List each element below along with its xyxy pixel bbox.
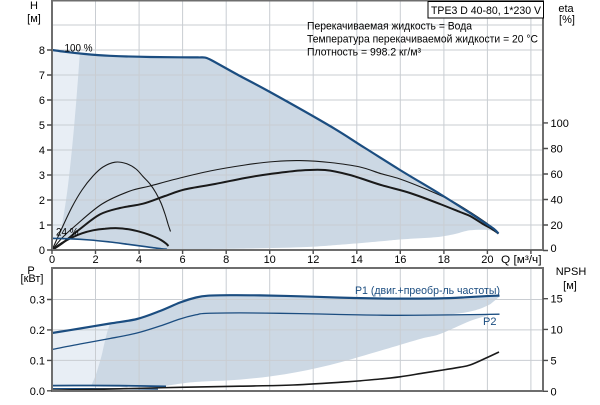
svg-text:40: 40 <box>551 194 563 206</box>
svg-text:20: 20 <box>551 220 563 232</box>
svg-text:20: 20 <box>481 254 493 266</box>
svg-text:80: 80 <box>551 143 563 155</box>
svg-text:NPSH: NPSH <box>556 266 587 278</box>
svg-text:16: 16 <box>394 254 406 266</box>
svg-text:0: 0 <box>39 245 45 257</box>
svg-text:5: 5 <box>39 120 45 132</box>
svg-text:Перекачиваемая жидкость = Вода: Перекачиваемая жидкость = Вода <box>307 21 473 33</box>
svg-text:5: 5 <box>551 355 557 367</box>
svg-text:1: 1 <box>39 220 45 232</box>
svg-text:Q [м³/ч]: Q [м³/ч] <box>501 254 542 266</box>
svg-text:10: 10 <box>551 324 563 336</box>
svg-text:P2: P2 <box>483 316 496 328</box>
svg-text:2: 2 <box>92 254 98 266</box>
svg-text:P: P <box>27 265 34 277</box>
svg-text:10: 10 <box>264 254 276 266</box>
svg-text:eta: eta <box>558 3 574 15</box>
svg-text:6: 6 <box>180 254 186 266</box>
svg-text:12: 12 <box>307 254 319 266</box>
svg-text:24 %: 24 % <box>56 227 79 239</box>
svg-text:0.2: 0.2 <box>30 325 45 337</box>
svg-text:14: 14 <box>351 254 363 266</box>
svg-text:0: 0 <box>551 386 557 398</box>
svg-text:3: 3 <box>39 170 45 182</box>
svg-text:4: 4 <box>39 145 45 157</box>
svg-text:TPE3 D 40-80, 1*230 V: TPE3 D 40-80, 1*230 V <box>431 5 542 17</box>
svg-text:P1 (двиг.+преобр-ль частоты): P1 (двиг.+преобр-ль частоты) <box>355 285 500 297</box>
svg-text:8: 8 <box>223 254 229 266</box>
svg-text:Плотность = 998.2 кг/м³: Плотность = 998.2 кг/м³ <box>307 47 421 59</box>
svg-text:0.0: 0.0 <box>30 386 45 398</box>
svg-text:0.3: 0.3 <box>30 295 45 307</box>
svg-text:15: 15 <box>551 294 563 306</box>
svg-text:100 %: 100 % <box>65 43 93 55</box>
svg-text:0: 0 <box>551 243 557 255</box>
svg-text:18: 18 <box>438 254 450 266</box>
svg-text:2: 2 <box>39 195 45 207</box>
svg-text:0.1: 0.1 <box>30 355 45 367</box>
svg-text:4: 4 <box>136 254 142 266</box>
svg-text:100: 100 <box>551 118 569 130</box>
svg-text:6: 6 <box>39 95 45 107</box>
svg-text:Температура перекачиваемой жид: Температура перекачиваемой жидкости = 20… <box>307 34 538 46</box>
svg-text:8: 8 <box>39 45 45 57</box>
svg-text:[кВт]: [кВт] <box>21 273 44 285</box>
svg-text:[%]: [%] <box>559 14 575 26</box>
svg-text:[м]: [м] <box>563 280 577 292</box>
svg-text:[м]: [м] <box>27 13 41 25</box>
svg-text:0: 0 <box>49 254 55 266</box>
svg-text:7: 7 <box>39 70 45 82</box>
svg-text:H: H <box>30 0 38 12</box>
svg-text:60: 60 <box>551 169 563 181</box>
